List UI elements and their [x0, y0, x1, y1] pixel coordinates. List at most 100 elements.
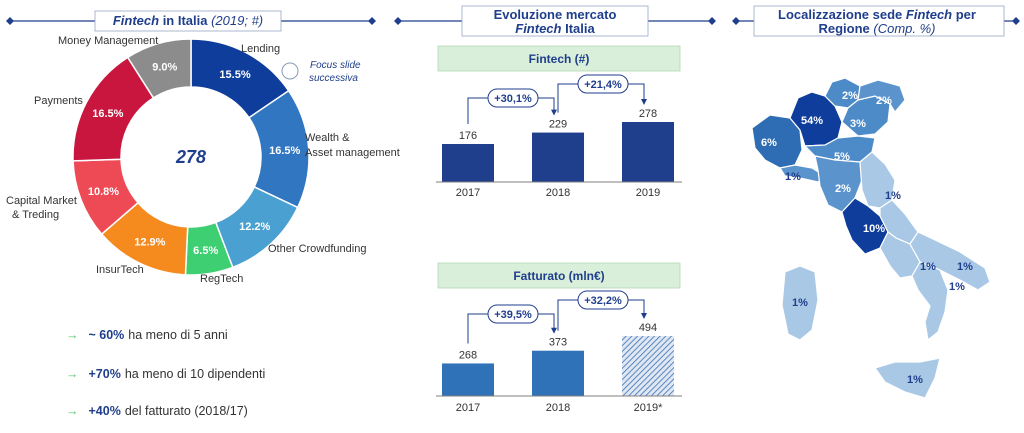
revenue-chart: Fatturato (mln€) 268 2017 373 2018 494 2019* +… [436, 262, 682, 414]
map-val-campania: 1% [920, 261, 936, 273]
bars2-bar-1 [532, 350, 584, 396]
bars2-bar-0 [442, 363, 494, 396]
region-sicilia [874, 357, 941, 399]
bars2-value-2: 494 [639, 322, 657, 334]
bars1-growth-badge-1 [577, 74, 629, 94]
bullet-1-highlight: ~ 60% [88, 328, 125, 342]
map-val-toscana: 2% [835, 183, 851, 195]
header-right-paren: (Comp. %) [873, 21, 935, 36]
bars1-bar-2 [622, 122, 674, 182]
bars1-bar-0 [442, 144, 494, 182]
header-right-emph: Fintech [906, 7, 952, 22]
arrow-right-icon: → [66, 404, 79, 418]
svg-text:Fintech in Italia (2019; #): Fintech in Italia (2019; #) [113, 13, 263, 28]
bullet-1: → ~ 60% ha meno di 5 anni [66, 328, 228, 342]
bars1-bar-1 [532, 132, 584, 182]
arrow-right-icon: → [66, 328, 79, 342]
bullet-2-highlight: +70% [88, 367, 121, 381]
bars1-growth-text-1: +21,4% [584, 79, 622, 91]
map-val-sicilia: 1% [907, 374, 923, 386]
map-val-puglia: 1% [957, 261, 973, 273]
donut-slice-value-1: 16.5% [269, 145, 300, 157]
map-val-friuli: 2% [876, 95, 892, 107]
map-val-lazio: 10% [863, 223, 885, 235]
donut-slice-value-3: 6.5% [193, 245, 218, 257]
bars2-category-2: 2019* [634, 402, 663, 414]
header-middle-emph: Fintech [515, 21, 561, 36]
svg-text:Regione (Comp. %): Regione (Comp. %) [818, 21, 935, 36]
label-money-management: Money Management [58, 35, 158, 47]
region-piemonte [751, 114, 803, 169]
italy-map [751, 77, 991, 399]
donut-slice-value-4: 12.9% [134, 237, 165, 249]
bars2-category-0: 2017 [456, 402, 480, 414]
header-middle: Evoluzione mercato Fintech Italia [394, 5, 716, 37]
svg-text:Localizzazione sede Fintech pe: Localizzazione sede Fintech per [778, 7, 976, 22]
header-left-rest: in Italia [159, 13, 211, 28]
donut-chart: 15.5% 16.5% 12.2% 6.5% 12.9% 10.8% 16.5% 9.0% [72, 38, 310, 276]
bars1-category-0: 2017 [456, 187, 480, 199]
bullet-3: → +40% del fatturato (2018/17) [66, 404, 248, 418]
focus-note: Focus slide successiva [281, 60, 361, 84]
donut-labels: Lending Wealth & Asset management Other … [6, 35, 400, 285]
label-payments: Payments [34, 95, 83, 107]
bars2-category-1: 2018 [546, 402, 570, 414]
label-capital-market-1: Capital Market [6, 195, 77, 207]
bars2-growth-text-1: +32,2% [584, 295, 622, 307]
bars2-growth-badge-0 [487, 304, 539, 324]
bullet-2: → +70% ha meno di 10 dipendenti [66, 367, 265, 381]
bullet-1-text: ha meno di 5 anni [128, 328, 228, 342]
map-val-marche: 1% [885, 190, 901, 202]
label-insurtech: InsurTech [96, 264, 144, 276]
map-val-veneto: 3% [850, 118, 866, 130]
header-left-paren: (2019; #) [211, 13, 263, 28]
map-val-piemonte: 6% [761, 137, 777, 149]
label-capital-market-2: & Treding [12, 209, 59, 221]
bars1-value-1: 229 [549, 119, 567, 131]
donut-slice-value-2: 12.2% [239, 221, 270, 233]
fintech-count-title: Fintech (#) [529, 52, 590, 66]
arrow-right-icon: → [66, 367, 79, 381]
header-right-a: Localizzazione sede [778, 7, 906, 22]
fintech-count-chart: Fintech (#) 176 2017 229 2018 278 2019 +30,1% +… [436, 45, 682, 199]
label-lending: Lending [241, 43, 280, 55]
map-value-labels: 54% 6% 2% 2% 3% 5% 2% 1% 1% 10% 1% 1% 1%… [761, 90, 973, 386]
revenue-title: Fatturato (mln€) [513, 269, 604, 283]
donut-slice-value-5: 10.8% [88, 186, 119, 198]
header-right-line2: Regione [818, 21, 873, 36]
region-calabria [911, 261, 949, 342]
map-val-trentino: 2% [842, 90, 858, 102]
header-middle-rest: Italia [561, 21, 595, 36]
bullet-3-highlight: +40% [88, 404, 121, 418]
header-middle-line1: Evoluzione mercato [494, 7, 617, 22]
bars1-category-2: 2019 [636, 187, 660, 199]
bars1-growth-badge-0 [487, 88, 539, 108]
region-friuli [857, 79, 906, 114]
bullet-2-text: ha meno di 10 dipendenti [124, 367, 266, 381]
focus-note-line2: successiva [309, 73, 358, 84]
map-val-sardegna: 1% [792, 297, 808, 309]
donut-slice-7 [126, 38, 192, 99]
bars1-category-1: 2018 [546, 187, 570, 199]
bars1-value-0: 176 [459, 130, 477, 142]
bars2-value-1: 373 [549, 337, 567, 349]
map-val-lombardia: 54% [801, 115, 823, 127]
region-puglia [909, 231, 991, 291]
label-wealth-2: Asset management [305, 147, 400, 159]
svg-text:Fintech Italia: Fintech Italia [515, 21, 595, 36]
label-regtech: RegTech [200, 273, 243, 285]
bars2-value-0: 268 [459, 349, 477, 361]
focus-note-line1: Focus slide [310, 60, 361, 71]
header-left: Fintech in Italia (2019; #) [6, 10, 376, 32]
donut-slice-value-6: 16.5% [92, 108, 123, 120]
map-val-calabria: 1% [949, 281, 965, 293]
region-sardegna [781, 265, 819, 341]
header-left-emph: Fintech [113, 13, 159, 28]
donut-slice-value-7: 9.0% [152, 62, 177, 74]
bars1-value-2: 278 [639, 108, 657, 120]
header-right-b: per [952, 7, 976, 22]
bullet-3-text: del fatturato (2018/17) [124, 404, 248, 418]
bars1-growth-text-0: +30,1% [494, 93, 532, 105]
map-val-emilia: 5% [834, 151, 850, 163]
